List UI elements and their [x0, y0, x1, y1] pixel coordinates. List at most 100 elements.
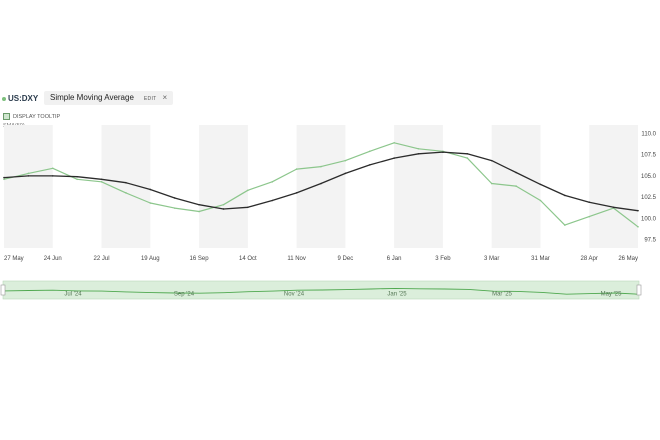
data-point	[247, 206, 249, 209]
y-tick-label: 110.0	[641, 131, 656, 137]
data-point	[417, 153, 420, 155]
symbol-label[interactable]: US:DXY	[2, 94, 38, 103]
data-point	[612, 206, 615, 209]
data-point	[564, 224, 566, 226]
x-tick-label: 3 Feb	[435, 256, 451, 262]
x-tick-label: 19 Aug	[141, 256, 160, 262]
display-tooltip-label: DISPLAY TOOLTIP	[13, 113, 61, 120]
navigator-label: Mar '25	[492, 292, 512, 298]
x-tick-label: 6 Jan	[387, 256, 402, 262]
x-tick-label: 22 Jul	[94, 256, 110, 262]
data-point	[539, 183, 542, 186]
data-point	[198, 210, 200, 213]
data-point	[76, 178, 78, 181]
price-chart[interactable]: 27 May 24 Jun 22 Jul 19 Aug 16 Sep 14 Oct 11 N…	[0, 120, 660, 270]
data-point	[368, 150, 371, 153]
x-tick-label: 31 Mar	[531, 256, 550, 262]
data-point	[125, 192, 127, 194]
data-point	[393, 157, 395, 159]
y-tick-label: 100.0	[641, 216, 657, 222]
data-point	[344, 172, 347, 175]
x-tick-label: 11 Nov	[287, 256, 306, 262]
data-point	[27, 175, 30, 177]
data-point	[637, 209, 639, 212]
data-point	[320, 182, 322, 185]
grid-band	[4, 125, 53, 248]
data-point	[222, 203, 225, 206]
data-point	[198, 203, 200, 206]
x-tick-label: 28 Apr	[581, 256, 598, 262]
data-point	[125, 181, 127, 184]
data-point	[271, 181, 274, 183]
data-point	[51, 167, 54, 170]
x-tick-label: 16 Sep	[190, 256, 210, 262]
data-point	[490, 159, 493, 162]
navigator-label: Jan '25	[387, 292, 407, 298]
data-point	[588, 215, 591, 218]
navigator-label: Sep '24	[174, 292, 195, 298]
navigator-right-handle[interactable]	[636, 284, 642, 296]
data-point	[539, 199, 542, 202]
data-point	[271, 199, 274, 202]
data-point	[442, 151, 444, 153]
navigator-label: Jul '24	[64, 292, 82, 298]
grid-band	[394, 125, 443, 248]
data-point	[295, 168, 298, 170]
data-point	[466, 157, 469, 159]
grid-band	[296, 125, 346, 248]
x-tick-label: 24 Jun	[44, 256, 62, 262]
data-point	[27, 172, 30, 175]
data-point	[344, 159, 347, 162]
data-point	[393, 142, 395, 144]
data-point	[51, 175, 54, 177]
data-point	[466, 153, 469, 155]
data-point	[564, 194, 566, 197]
chart-header: US:DXY Simple Moving Average EDIT ×	[0, 91, 660, 107]
study-name: Simple Moving Average	[50, 93, 134, 102]
navigator-label: May '25	[601, 292, 622, 298]
data-point	[515, 185, 517, 187]
symbol-dot-icon	[2, 96, 6, 101]
close-icon[interactable]: ×	[162, 93, 168, 102]
navigator-left-handle[interactable]	[0, 284, 6, 296]
display-tooltip-toggle[interactable]: DISPLAY TOOLTIP	[3, 113, 60, 120]
range-navigator[interactable]: Jul '24 Sep '24 Nov '24 Jan '25 Mar '25 May '…	[0, 280, 660, 302]
edit-button[interactable]: EDIT	[143, 96, 157, 102]
grid-band	[589, 125, 638, 248]
symbol-text: US:DXY	[8, 94, 39, 103]
data-point	[247, 189, 249, 192]
data-point	[320, 165, 322, 168]
data-point	[76, 175, 78, 178]
y-tick-label: 105.0	[641, 174, 657, 180]
data-point	[3, 178, 5, 181]
data-point	[100, 181, 103, 183]
data-point	[490, 182, 493, 185]
x-tick-label: 27 May	[4, 256, 24, 262]
x-tick-label: 26 May	[618, 256, 638, 262]
data-point	[100, 178, 103, 181]
x-tick-label: 14 Oct	[239, 256, 257, 262]
data-point	[588, 201, 591, 203]
y-tick-label: 102.5	[641, 195, 657, 201]
navigator-line	[3, 287, 641, 295]
data-point	[149, 188, 152, 191]
study-tag[interactable]: Simple Moving Average EDIT ×	[44, 91, 174, 105]
data-point	[295, 192, 298, 194]
navigator-label: Nov '24	[284, 292, 305, 298]
data-point	[149, 202, 152, 204]
data-point	[368, 164, 371, 166]
data-point	[3, 176, 5, 179]
y-tick-label: 107.5	[641, 153, 657, 159]
data-point	[515, 171, 517, 174]
data-point	[173, 207, 176, 209]
x-tick-label: 9 Dec	[338, 256, 354, 262]
grid-band	[199, 125, 248, 248]
grid-band	[101, 125, 151, 248]
y-tick-label: 97.5	[644, 238, 656, 244]
data-point	[417, 147, 420, 150]
data-point	[173, 197, 176, 199]
x-tick-label: 3 Mar	[484, 256, 499, 262]
data-point	[637, 225, 639, 228]
checkbox-icon[interactable]	[3, 113, 10, 120]
data-point	[222, 208, 225, 210]
